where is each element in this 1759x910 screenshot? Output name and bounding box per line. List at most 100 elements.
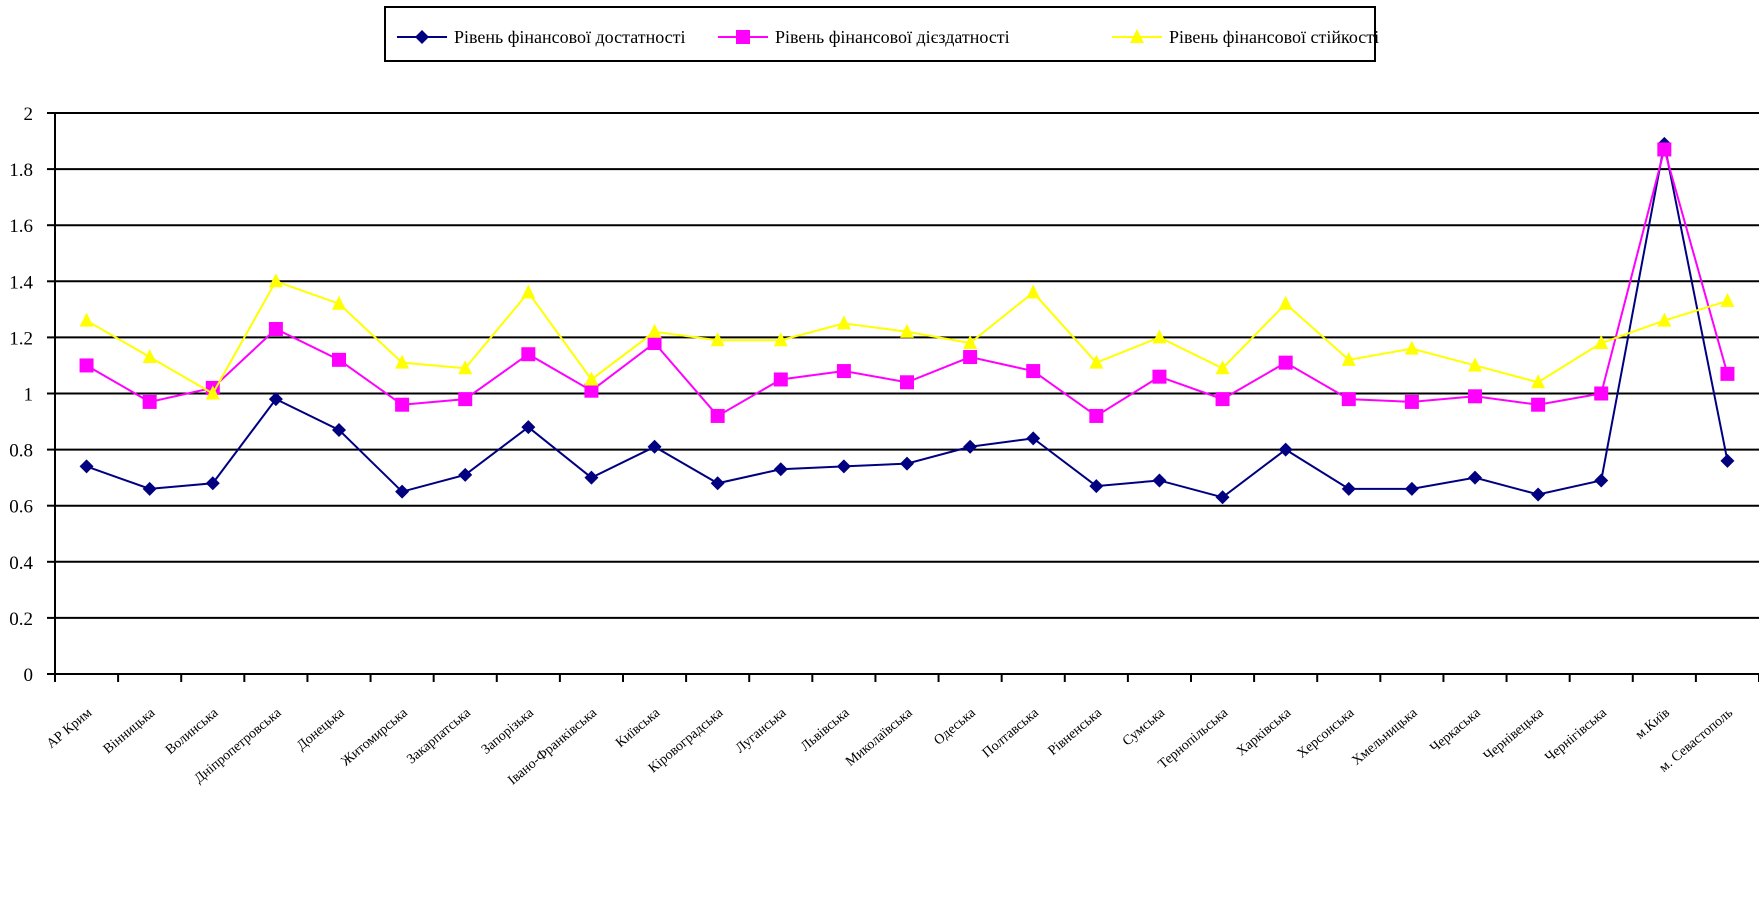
legend: Рівень фінансової достатності Рівень фіна…	[384, 6, 1379, 62]
data-point	[836, 315, 851, 330]
data-point	[900, 323, 914, 338]
data-point	[79, 312, 94, 327]
data-point	[1468, 357, 1482, 372]
y-tick-label: 0.8	[9, 441, 33, 462]
gridlines	[55, 112, 1759, 619]
data-point	[458, 467, 473, 482]
x-tick-label: Тернопільська	[1156, 705, 1232, 772]
y-tick-label: 1.2	[9, 328, 33, 349]
data-point	[1531, 374, 1546, 389]
x-tick-label: Житомирська	[339, 705, 412, 769]
data-point	[1657, 312, 1672, 327]
x-tick-label: Полтавська	[980, 705, 1043, 761]
x-tick-label: Черкаська	[1428, 705, 1485, 756]
data-point	[1404, 340, 1419, 355]
data-point	[79, 358, 94, 373]
legend-item: Рівень фінансової дієздатності	[718, 27, 1010, 47]
x-tick-label: Чернігівська	[1542, 705, 1610, 765]
data-point	[1152, 473, 1167, 488]
y-tick-label: 1.4	[9, 272, 33, 293]
x-tick-label: Миколаївська	[843, 705, 916, 770]
x-tick-label: Чернівецька	[1481, 705, 1547, 764]
data-point	[415, 30, 429, 44]
data-point	[710, 408, 725, 423]
x-tick-label: Вінницька	[101, 705, 159, 757]
x-tick-label: Львівська	[798, 705, 853, 754]
data-point	[1215, 490, 1230, 505]
data-point	[1594, 473, 1609, 488]
data-point	[1026, 431, 1041, 446]
legend-item: Рівень фінансової достатності	[397, 27, 686, 47]
data-point	[647, 336, 662, 351]
data-point	[773, 462, 788, 477]
data-point	[1215, 360, 1230, 375]
series-1	[79, 136, 1735, 505]
data-point	[1278, 355, 1293, 370]
data-point	[205, 385, 220, 400]
data-point	[332, 352, 346, 367]
data-point	[1278, 295, 1293, 310]
data-point	[395, 484, 410, 499]
data-point	[1468, 389, 1482, 404]
data-point	[142, 349, 157, 364]
y-tick-label: 1	[24, 385, 34, 406]
data-point	[1341, 351, 1356, 366]
series-3	[79, 273, 1735, 400]
data-point	[395, 354, 410, 369]
x-tick-label: Хмельницька	[1349, 705, 1421, 769]
x-tick-label: Київська	[613, 705, 664, 751]
x-tick-label: Запорізька	[479, 705, 538, 758]
x-tick-label: Донецька	[294, 705, 348, 754]
data-point	[836, 459, 851, 474]
x-tick-label: Херсонська	[1295, 705, 1358, 762]
data-point	[710, 332, 725, 347]
data-point	[1341, 481, 1356, 496]
data-point	[836, 364, 851, 379]
series-group	[79, 136, 1735, 505]
y-tick-label: 0.2	[9, 609, 33, 630]
legend-label: Рівень фінансової дієздатності	[775, 27, 1010, 47]
data-point	[458, 360, 473, 375]
data-point	[963, 335, 978, 350]
data-point	[521, 284, 536, 299]
x-tick-label: Рівненська	[1046, 705, 1106, 759]
data-point	[1130, 29, 1144, 43]
data-point	[268, 273, 283, 288]
data-point	[395, 397, 410, 412]
y-tick-label: 0.6	[9, 497, 33, 518]
data-point	[1026, 364, 1041, 379]
x-tick-labels: АР Крим Вінницька ВолинськаДніпропетровськ…	[44, 705, 1736, 788]
data-point	[1089, 479, 1104, 494]
y-tick-label: 0.4	[9, 553, 33, 574]
data-point	[1531, 487, 1546, 502]
data-point	[900, 375, 914, 390]
legend-label: Рівень фінансової стійкості	[1169, 27, 1379, 47]
x-tick-label: Волинська	[163, 705, 222, 758]
x-tick-label: АР Крим	[44, 705, 95, 751]
y-tick-label: 1.8	[9, 160, 33, 181]
data-point	[1657, 142, 1672, 157]
data-point	[1026, 284, 1041, 299]
series-2	[79, 142, 1735, 423]
data-point	[710, 476, 725, 491]
legend-label: Рівень фінансової достатності	[454, 27, 686, 47]
x-tick-label: Харківська	[1234, 705, 1295, 759]
y-tick-labels: 0 0.2 0.4 0.6 0.8 1 1.2 1.4 1.6 1.8 2	[9, 104, 33, 686]
data-point	[1152, 329, 1167, 344]
data-point	[521, 420, 536, 435]
data-point	[1594, 386, 1609, 401]
series-line	[86, 143, 1729, 499]
y-tick-label: 1.6	[9, 216, 33, 237]
x-tick-label: м.Київ	[1633, 705, 1673, 742]
data-point	[458, 392, 473, 407]
data-point	[584, 371, 599, 386]
legend-item: Рівень фінансової стійкості	[1112, 27, 1379, 47]
data-point	[1278, 442, 1293, 457]
axes	[47, 112, 1759, 682]
data-point	[205, 476, 220, 491]
data-point	[1404, 481, 1419, 496]
data-point	[1531, 397, 1546, 412]
data-point	[1152, 369, 1167, 384]
data-point	[142, 481, 157, 496]
